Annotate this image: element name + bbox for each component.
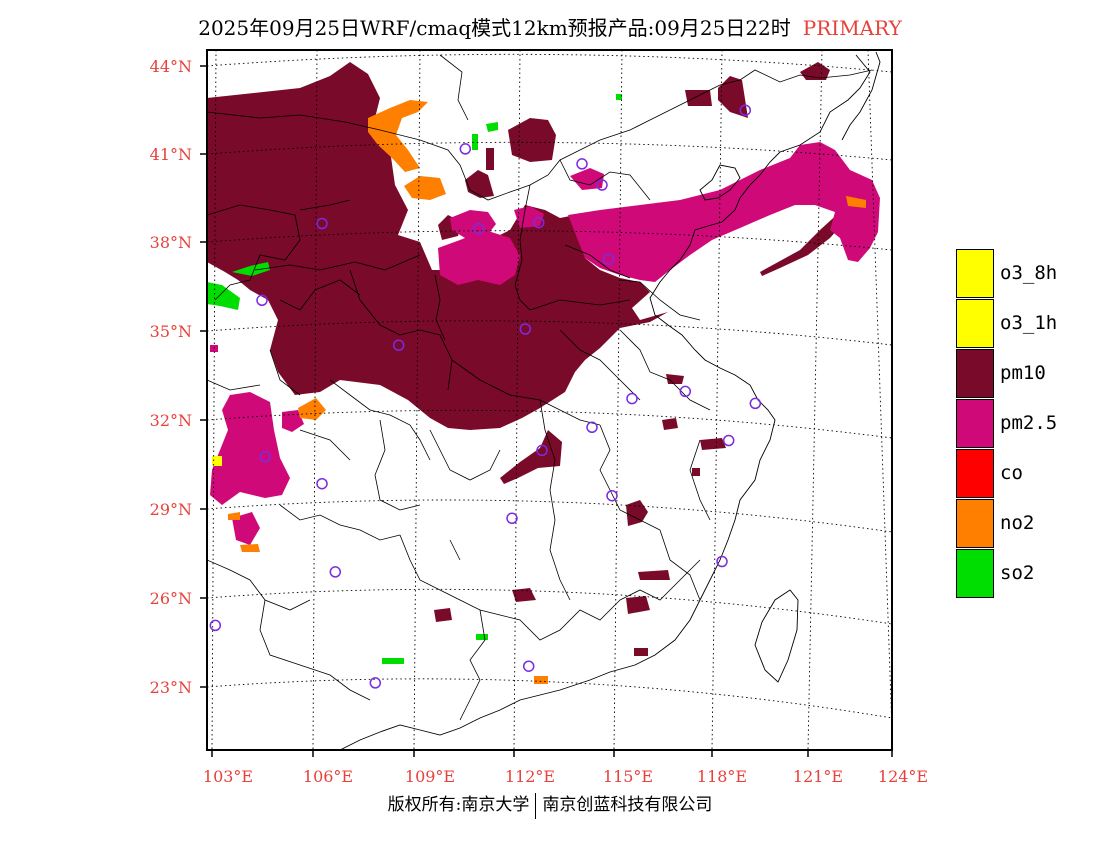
station-marker xyxy=(392,339,405,351)
footer: 版权所有:南京大学 南京创蓝科技有限公司 xyxy=(0,790,1100,819)
station-marker xyxy=(602,253,615,265)
lat-label-32: 32°N xyxy=(150,411,192,430)
lon-label-115: 115°E xyxy=(603,767,653,786)
station-marker xyxy=(722,434,735,447)
legend-item-no2: no2 xyxy=(956,499,1076,549)
station-marker xyxy=(522,660,535,672)
legend-item-o3-1h: o3_1h xyxy=(956,299,1076,349)
legend-item-co: co xyxy=(956,449,1076,499)
station-marker xyxy=(259,451,272,463)
lat-label-38: 38°N xyxy=(150,233,192,252)
station-marker xyxy=(586,421,598,434)
legend-swatch xyxy=(956,399,994,448)
lat-label-41: 41°N xyxy=(150,145,192,164)
legend-label: so2 xyxy=(1000,562,1035,584)
title-text: 2025年09月25日WRF/cmaq模式12km预报产品:09月25日22时 xyxy=(198,16,791,40)
monitoring-stations xyxy=(209,104,762,689)
legend-swatch xyxy=(956,449,994,498)
longitude-labels: 103°E 106°E 109°E 112°E 115°E 118°E 121°… xyxy=(203,767,928,786)
legend-swatch xyxy=(956,249,994,298)
legend-label: co xyxy=(1000,462,1023,484)
no2-region xyxy=(228,100,866,684)
so2-region xyxy=(207,94,622,664)
product-tag: PRIMARY xyxy=(802,16,902,40)
station-marker xyxy=(749,397,762,410)
station-marker xyxy=(679,385,692,398)
station-marker xyxy=(626,392,638,405)
legend-swatch xyxy=(956,299,994,348)
lon-label-103: 103°E xyxy=(203,767,253,786)
o3-region xyxy=(212,456,222,466)
station-marker xyxy=(606,489,618,502)
legend-item-o3-8h: o3_8h xyxy=(956,249,1076,299)
lat-label-23: 23°N xyxy=(150,678,192,697)
station-marker xyxy=(506,512,518,525)
legend-swatch xyxy=(956,349,994,398)
graticule xyxy=(207,50,892,750)
station-marker xyxy=(316,477,328,490)
copyright-text: 版权所有:南京大学 xyxy=(387,795,530,815)
station-marker xyxy=(369,677,382,689)
legend-label: o3_8h xyxy=(1000,262,1058,284)
map-title: 2025年09月25日WRF/cmaq模式12km预报产品:09月25日22时 P… xyxy=(0,12,1100,41)
axis-ticks xyxy=(200,65,893,757)
station-marker xyxy=(256,294,268,307)
lon-label-109: 109°E xyxy=(405,767,455,786)
legend-label: pm10 xyxy=(1000,362,1046,384)
lon-label-124: 124°E xyxy=(878,767,928,786)
legend-item-so2: so2 xyxy=(956,549,1076,599)
footer-separator xyxy=(535,792,537,819)
station-marker xyxy=(209,619,222,632)
lon-label-112: 112°E xyxy=(505,767,555,786)
company-text: 南京创蓝科技有限公司 xyxy=(542,795,713,815)
lat-label-35: 35°N xyxy=(150,322,192,341)
station-marker xyxy=(576,158,588,170)
lon-label-106: 106°E xyxy=(303,767,353,786)
station-marker xyxy=(536,444,548,457)
legend-label: no2 xyxy=(1000,512,1035,534)
legend-item-pm25: pm2.5 xyxy=(956,399,1076,449)
station-marker xyxy=(459,143,472,155)
legend-label: o3_1h xyxy=(1000,312,1058,334)
station-marker xyxy=(472,222,485,235)
legend-label: pm2.5 xyxy=(1000,412,1058,434)
lon-label-121: 121°E xyxy=(793,767,843,786)
map-frame xyxy=(206,49,893,751)
lon-label-118: 118°E xyxy=(697,767,747,786)
latitude-labels: 44°N 41°N 38°N 35°N 32°N 29°N 26°N 23°N xyxy=(150,57,192,697)
lat-label-29: 29°N xyxy=(150,500,192,519)
station-marker xyxy=(739,104,752,116)
station-marker xyxy=(329,566,342,578)
legend-swatch xyxy=(956,549,994,598)
station-marker xyxy=(519,323,532,335)
legend-swatch xyxy=(956,499,994,548)
legend-item-pm10: pm10 xyxy=(956,349,1076,399)
station-marker xyxy=(716,555,728,568)
lat-label-26: 26°N xyxy=(150,589,192,608)
station-marker xyxy=(596,179,608,191)
pm25-region xyxy=(210,142,880,545)
station-marker xyxy=(316,217,328,230)
lat-label-44: 44°N xyxy=(150,57,192,76)
station-marker xyxy=(532,216,545,229)
legend: o3_8h o3_1h pm10 pm2.5 co no2 so2 xyxy=(956,249,1076,599)
pm10-region xyxy=(207,62,848,656)
province-boundaries xyxy=(207,54,873,721)
